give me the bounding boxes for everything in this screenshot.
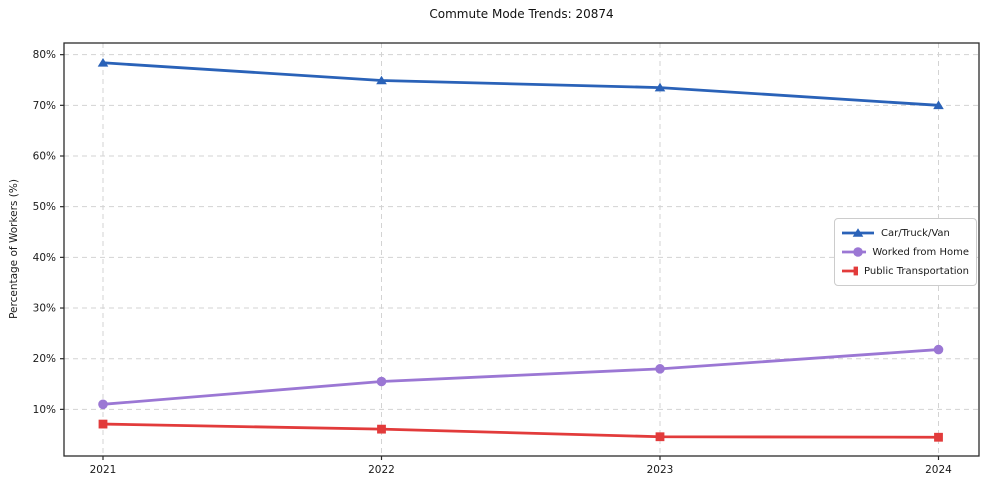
circle-data-point-marker bbox=[98, 399, 108, 410]
triangle-data-point-marker bbox=[654, 82, 666, 92]
y-tick-label: 60% bbox=[33, 151, 56, 163]
legend-item-worked-from-home: Worked from Home bbox=[841, 243, 969, 261]
x-tick-label: 2022 bbox=[368, 464, 395, 476]
y-tick-label: 20% bbox=[33, 353, 56, 365]
x-tick-label: 2024 bbox=[925, 464, 952, 476]
circle-data-point-marker bbox=[933, 344, 944, 355]
circle-data-point-marker bbox=[655, 364, 665, 374]
y-tick-label: 40% bbox=[33, 252, 56, 264]
x-tick-label: 2021 bbox=[90, 464, 117, 476]
triangle-data-point-marker bbox=[97, 57, 109, 67]
triangle-legend-marker-icon bbox=[842, 228, 874, 237]
square-data-point-marker bbox=[98, 419, 108, 429]
square-legend-marker-icon bbox=[842, 266, 859, 276]
legend-item-car-truck-van: Car/Truck/Van bbox=[841, 224, 969, 242]
axes-spines bbox=[63, 42, 980, 457]
y-tick-label: 50% bbox=[33, 201, 56, 213]
legend-item-public-transportation: Public Transportation bbox=[841, 262, 969, 280]
circle-data-point-marker bbox=[853, 247, 863, 257]
square-data-point-marker bbox=[853, 266, 859, 276]
square-data-point-marker bbox=[655, 432, 665, 442]
series-line-public-transportation bbox=[101, 422, 940, 439]
circle-legend-marker-icon bbox=[842, 247, 867, 257]
series-line-car-truck-van bbox=[101, 61, 940, 107]
chart-legend: Car/Truck/Van Worked from Home Public Tran… bbox=[834, 218, 977, 286]
square-data-point-marker bbox=[934, 432, 943, 442]
circle-data-point-marker bbox=[376, 376, 387, 387]
legend-label: Car/Truck/Van bbox=[881, 227, 950, 239]
triangle-data-point-marker bbox=[376, 75, 387, 85]
y-tick-label: 70% bbox=[33, 100, 56, 112]
square-data-point-marker bbox=[377, 424, 386, 434]
y-tick-label: 30% bbox=[33, 303, 56, 315]
triangle-data-point-marker bbox=[852, 228, 864, 237]
y-tick-label: 80% bbox=[33, 49, 56, 61]
x-tick-label: 2023 bbox=[647, 464, 674, 476]
triangle-data-point-marker bbox=[933, 100, 944, 110]
legend-label: Worked from Home bbox=[872, 246, 969, 258]
chart-title: Commute Mode Trends: 20874 bbox=[429, 7, 614, 21]
y-tick-label: 10% bbox=[33, 404, 56, 416]
legend-label: Public Transportation bbox=[864, 265, 969, 277]
series-line-worked-from-home bbox=[101, 348, 940, 406]
